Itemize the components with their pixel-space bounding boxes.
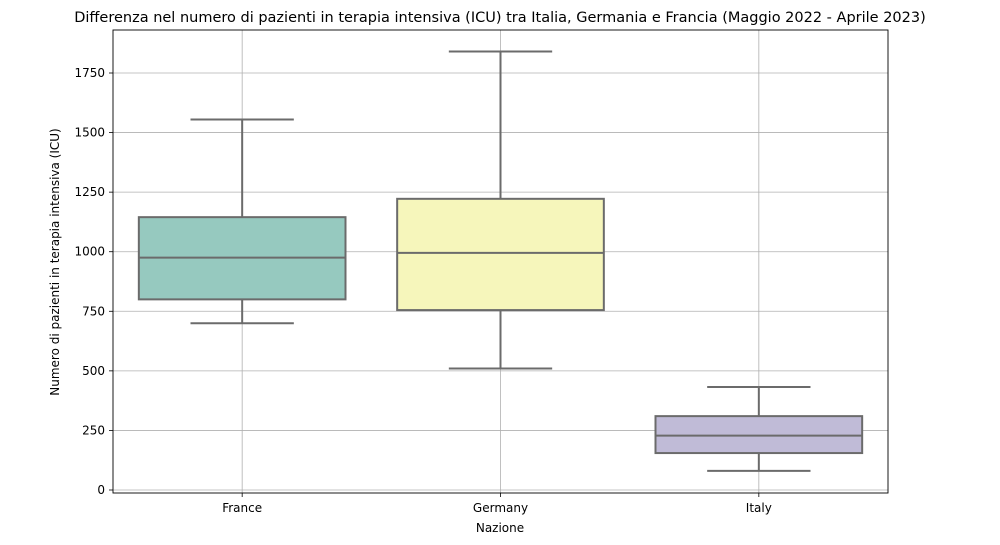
iqr-box [396, 197, 605, 312]
y-tick-label: 500 [82, 364, 105, 378]
iqr-box [654, 415, 864, 455]
boxes [137, 50, 864, 472]
y-tick-label: 750 [82, 304, 105, 318]
x-tick-labels: France Germany Italy [222, 493, 772, 515]
box-italy [654, 386, 864, 472]
x-axis-label: Nazione [476, 521, 524, 535]
y-tick-label: 1500 [74, 126, 105, 140]
y-tick-labels: 0 250 500 750 1000 1250 1500 1750 [74, 66, 113, 497]
y-tick-label: 1000 [74, 245, 105, 259]
x-tick-label: Germany [473, 501, 528, 515]
y-tick-label: 0 [97, 483, 105, 497]
y-axis-label: Numero di pazienti in terapia intensiva … [48, 128, 62, 396]
box-france [137, 118, 347, 325]
x-tick-label: Italy [746, 501, 772, 515]
y-tick-label: 1250 [74, 185, 105, 199]
y-tick-label: 1750 [74, 66, 105, 80]
box-germany [396, 50, 605, 370]
y-tick-label: 250 [82, 423, 105, 437]
x-tick-label: France [222, 501, 262, 515]
chart-title: Differenza nel numero di pazienti in ter… [74, 10, 926, 26]
